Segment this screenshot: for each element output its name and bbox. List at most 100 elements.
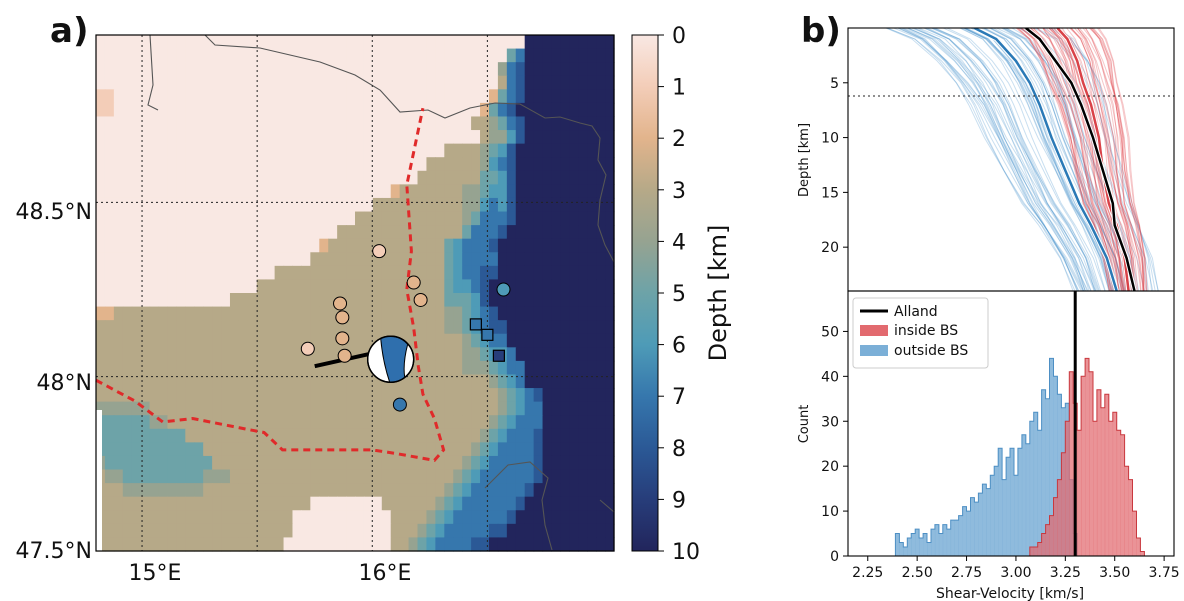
depth-cell <box>587 469 597 484</box>
depth-cell <box>390 537 401 552</box>
depth-cell <box>355 75 365 90</box>
depth-cell <box>533 293 544 308</box>
depth-cell <box>167 306 177 321</box>
depth-cell <box>578 469 588 484</box>
depth-cell <box>587 143 597 158</box>
depth-map-cells <box>96 35 615 552</box>
depth-cell <box>301 252 311 267</box>
depth-cell <box>283 238 294 253</box>
depth-cell <box>417 455 428 471</box>
histogram-y-tick-label: 50 <box>821 324 839 340</box>
depth-cell <box>497 238 508 253</box>
histogram-bar-outside <box>994 466 999 556</box>
depth-cell <box>229 374 240 389</box>
depth-cell <box>301 320 311 335</box>
depth-cell <box>480 483 490 498</box>
depth-cell <box>301 428 311 443</box>
depth-cell <box>462 320 472 335</box>
depth-cell <box>551 388 562 403</box>
no-data-area <box>96 410 102 551</box>
depth-cell <box>238 415 249 430</box>
depth-cell <box>212 130 222 145</box>
depth-cell <box>301 170 311 185</box>
depth-cell <box>596 469 606 484</box>
histogram-bar-outside <box>986 488 991 556</box>
depth-cell <box>533 374 544 389</box>
depth-cell <box>265 455 276 471</box>
depth-cell <box>372 35 383 50</box>
depth-cell <box>140 442 151 457</box>
depth-cell <box>131 306 142 321</box>
depth-cell <box>515 48 526 63</box>
depth-cell <box>587 388 597 403</box>
depth-cell <box>113 143 124 158</box>
ensemble-profile <box>1056 28 1156 291</box>
depth-cell <box>408 102 419 118</box>
depth-cell <box>497 320 508 335</box>
depth-cell <box>471 442 481 457</box>
depth-cell <box>381 455 392 471</box>
depth-cell <box>596 265 606 281</box>
depth-cell <box>247 116 258 131</box>
depth-cell <box>381 130 392 145</box>
depth-cell <box>355 523 365 539</box>
depth-cell <box>381 102 392 118</box>
depth-cell <box>435 537 445 552</box>
depth-cell <box>301 184 311 199</box>
ensemble-profile <box>984 28 1123 291</box>
ensemble-profile <box>1048 28 1122 291</box>
depth-cell <box>158 455 169 471</box>
depth-cell <box>488 333 499 348</box>
depth-cell <box>113 374 124 389</box>
depth-cell <box>408 469 419 484</box>
depth-cell <box>488 401 499 416</box>
depth-cell <box>605 157 615 172</box>
depth-cell <box>399 48 410 63</box>
ensemble-profile <box>1084 28 1145 291</box>
depth-cell <box>310 89 320 104</box>
depth-cell <box>551 252 562 267</box>
ensemble-profile <box>1076 28 1142 291</box>
depth-cell <box>578 347 588 362</box>
depth-cell <box>337 455 347 471</box>
depth-cell <box>390 75 401 90</box>
lon-tick-label: 15°E <box>129 561 182 586</box>
depth-cell <box>167 401 177 416</box>
depth-cell <box>238 537 249 552</box>
depth-cell <box>390 279 401 294</box>
histogram-bar-outside <box>954 520 959 556</box>
depth-cell <box>417 211 428 226</box>
depth-cell <box>167 455 177 471</box>
depth-cell <box>551 102 562 118</box>
depth-cell <box>194 415 204 430</box>
depth-cell <box>247 48 258 63</box>
depth-cell <box>444 523 454 539</box>
depth-cell <box>122 496 133 511</box>
depth-cell <box>587 455 597 471</box>
depth-cell <box>292 388 303 403</box>
depth-cell <box>229 523 240 539</box>
depth-cell <box>229 279 240 294</box>
depth-cell <box>488 320 499 335</box>
depth-cell <box>578 143 588 158</box>
depth-cell <box>113 537 124 552</box>
depth-cell <box>355 197 365 213</box>
depth-cell <box>372 306 383 321</box>
depth-cell <box>363 401 374 416</box>
depth-cell <box>506 265 517 281</box>
histogram-bar-inside <box>1104 394 1110 556</box>
depth-cell <box>176 388 186 403</box>
depth-cell <box>221 211 231 226</box>
depth-cell <box>212 510 222 525</box>
depth-cell <box>506 157 517 172</box>
depth-cell <box>435 320 445 335</box>
depth-cell <box>551 143 562 158</box>
depth-cell <box>292 184 303 199</box>
depth-cell <box>167 360 177 376</box>
depth-cell <box>194 428 204 443</box>
depth-cell <box>524 62 535 77</box>
depth-cell <box>578 388 588 403</box>
ensemble-profile <box>933 28 1100 291</box>
depth-cell <box>149 510 160 525</box>
depth-cell <box>337 75 347 90</box>
